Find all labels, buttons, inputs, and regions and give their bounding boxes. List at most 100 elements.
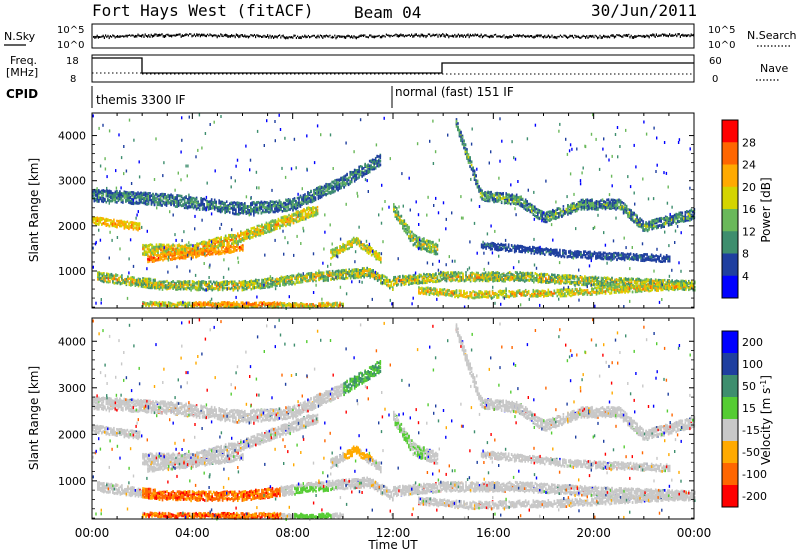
noise-sample [437, 35, 439, 38]
power-cell [218, 209, 220, 212]
power-cell [372, 273, 374, 277]
noise-sample [106, 35, 108, 38]
power-cell [142, 247, 144, 251]
power-cell [211, 238, 213, 242]
noise-sample [568, 36, 570, 39]
power-cell [184, 301, 186, 305]
power-cell [289, 208, 291, 211]
power-cell [308, 199, 311, 203]
noise-sample [642, 34, 644, 38]
power-cell [204, 249, 206, 252]
noise-sample [502, 35, 504, 38]
power-cell [128, 201, 130, 204]
power-cell [219, 250, 221, 253]
power-cell [362, 173, 365, 177]
power-cell [314, 198, 317, 201]
noise-sample [387, 34, 389, 37]
noise-sample [499, 35, 501, 38]
power-cell [119, 282, 122, 285]
power-cell [289, 280, 292, 284]
power-cell [286, 281, 289, 285]
power-cell [210, 207, 213, 210]
power-cell [193, 244, 195, 247]
power-cell [264, 226, 266, 230]
power-cell [166, 243, 168, 247]
noise-sample [213, 34, 215, 37]
power-cell [231, 246, 234, 249]
power-cell [128, 198, 130, 202]
power-cell [136, 278, 138, 282]
power-cell [250, 236, 253, 239]
power-cell [312, 214, 314, 218]
noise-sample [263, 34, 265, 37]
power-cell [330, 273, 332, 277]
noise-sample [460, 34, 462, 37]
noise-sample [413, 34, 415, 38]
power-cell [303, 218, 305, 221]
power-cell [131, 200, 133, 203]
power-cell [209, 207, 211, 210]
power-cell [155, 250, 158, 253]
power-cell [218, 237, 221, 240]
power-cell [376, 272, 379, 275]
power-cell [279, 283, 281, 287]
noise-sample [243, 35, 245, 38]
power-cell [215, 236, 218, 240]
power-cell [183, 202, 186, 206]
power-cell [170, 193, 172, 196]
power-cell [300, 213, 302, 216]
power-cell [180, 194, 183, 198]
date-title: 30/Jun/2011 [591, 1, 697, 20]
noise-sample [235, 33, 237, 36]
power-cell [92, 190, 94, 193]
noise-sample [382, 34, 384, 38]
power-cell [320, 191, 323, 195]
power-cell [134, 192, 136, 195]
power-cell [258, 278, 260, 282]
power-cell [242, 206, 245, 209]
power-cell [148, 260, 151, 263]
power-cell [344, 182, 347, 185]
power-cell [258, 230, 260, 234]
power-cell [102, 192, 105, 195]
power-cell [247, 233, 250, 237]
power-cell [304, 277, 307, 280]
power-cell [166, 286, 168, 290]
power-cell [252, 287, 254, 290]
power-cell [155, 243, 158, 246]
power-cell [306, 276, 308, 279]
power-cell [346, 178, 348, 182]
power-cell [185, 283, 188, 287]
power-cell [125, 200, 127, 203]
power-cell [351, 268, 353, 272]
power-cell [196, 252, 199, 255]
power-cell [209, 287, 212, 291]
power-cell [181, 281, 183, 284]
power-cell [263, 206, 266, 210]
power-cell [236, 205, 239, 208]
noise-sample [238, 35, 240, 39]
power-cell [238, 213, 240, 216]
power-cell [321, 275, 323, 278]
power-cell [289, 279, 292, 282]
power-cell [314, 191, 317, 195]
noise-sample [214, 34, 216, 37]
power-cell [108, 191, 111, 194]
power-cell [232, 238, 235, 242]
power-cell [271, 206, 273, 210]
power-cell [152, 200, 154, 204]
power-cell [175, 252, 177, 256]
power-cell [389, 285, 391, 288]
noise-sample [265, 35, 267, 39]
noise-sample [557, 35, 559, 38]
power-cell [119, 190, 121, 193]
power-cell [355, 175, 357, 179]
noise-sample [672, 34, 674, 37]
power-cell [241, 232, 244, 235]
power-cell [128, 281, 131, 284]
power-cell [267, 279, 269, 282]
power-cell [114, 197, 117, 201]
power-cell [289, 199, 291, 203]
power-cell [217, 252, 220, 256]
noise-sample [397, 34, 399, 38]
